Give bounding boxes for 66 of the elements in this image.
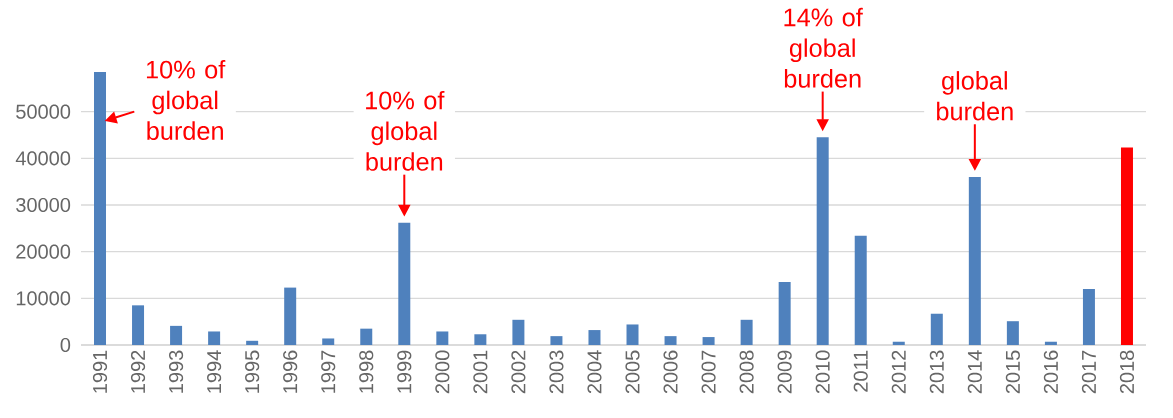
y-tick-label: 40000 <box>15 151 71 166</box>
bar <box>778 282 791 345</box>
y-tick-label: 20000 <box>16 244 71 259</box>
x-tick-label: 1999 <box>397 350 412 393</box>
x-tick-label: 1996 <box>283 350 298 393</box>
bar <box>1120 147 1133 345</box>
x-tick-label: 1994 <box>207 350 222 393</box>
annotation: global burden <box>937 71 1013 121</box>
bar <box>816 137 829 345</box>
x-tick-label: 2004 <box>587 350 602 394</box>
y-tick-label: 50000 <box>16 104 71 119</box>
bar <box>284 287 297 345</box>
bar <box>664 336 677 345</box>
x-tick-label: 2000 <box>435 350 450 394</box>
x-tick-label: 2006 <box>663 350 678 394</box>
x-tick-label: 1992 <box>130 350 146 393</box>
y-tick-label: 10000 <box>16 291 71 306</box>
x-tick-label: 2012 <box>891 350 906 394</box>
bar <box>132 305 145 345</box>
x-tick-label: 2016 <box>1043 350 1058 394</box>
bar <box>398 222 411 345</box>
x-tick-label: 2014 <box>967 350 982 394</box>
bar <box>1006 321 1019 345</box>
bar <box>512 319 525 345</box>
bar <box>246 340 259 345</box>
bar <box>474 334 487 345</box>
bar <box>550 336 563 345</box>
annotation: 14% of global burden <box>784 7 863 88</box>
bar <box>588 330 601 345</box>
bar <box>626 324 639 345</box>
annotation: 10% of global burden <box>366 90 445 171</box>
x-tick-label: 1991 <box>92 350 108 393</box>
bar <box>208 331 221 345</box>
x-tick-label: 2008 <box>739 350 754 394</box>
x-tick-label: 1997 <box>321 350 336 393</box>
bar <box>94 71 106 345</box>
bar <box>740 319 753 345</box>
x-tick-label: 2007 <box>701 350 716 394</box>
x-tick-label: 2011 <box>853 350 868 392</box>
bar <box>436 331 449 345</box>
bar <box>854 235 867 345</box>
x-tick-label: 2002 <box>511 350 526 394</box>
x-tick-label: 1995 <box>245 350 260 393</box>
bar <box>702 337 715 345</box>
x-tick-label: 2013 <box>929 350 944 394</box>
x-tick-label: 2005 <box>625 350 640 394</box>
bar <box>1082 289 1095 345</box>
x-tick-label: 2003 <box>549 350 564 394</box>
x-tick-label: 2018 <box>1119 350 1135 394</box>
bar <box>1044 341 1057 345</box>
x-tick-label: 1993 <box>168 350 184 393</box>
bar <box>930 313 943 345</box>
x-tick-label: 2009 <box>777 350 792 394</box>
x-tick-label: 1998 <box>359 350 374 393</box>
y-tick-label: 30000 <box>16 197 71 213</box>
bar <box>360 328 373 345</box>
x-tick-label: 2015 <box>1005 350 1020 394</box>
bar <box>892 341 905 345</box>
x-tick-label: 2001 <box>473 350 488 394</box>
x-tick-label: 2010 <box>815 350 830 394</box>
bar <box>322 338 335 345</box>
y-tick-label: 0 <box>60 337 71 353</box>
annotation: 10% of global burden <box>146 60 226 140</box>
bar <box>170 325 183 345</box>
bar <box>968 176 981 345</box>
x-tick-label: 2017 <box>1081 350 1097 394</box>
